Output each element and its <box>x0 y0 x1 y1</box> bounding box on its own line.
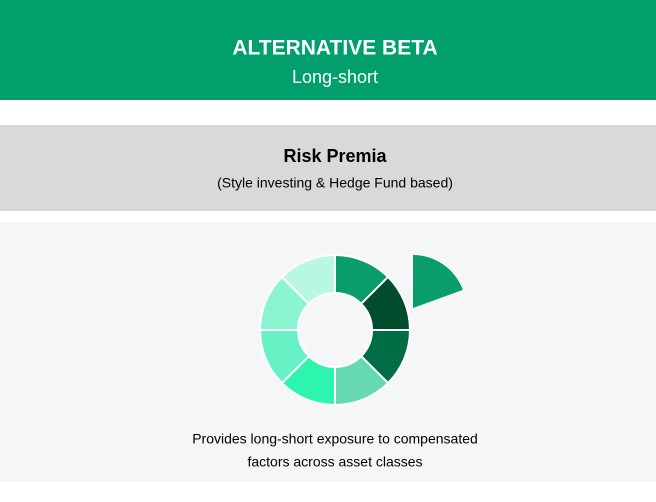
donut-segment <box>280 253 336 306</box>
exploded-segment <box>413 255 463 308</box>
section-title: Risk Premia <box>283 146 387 166</box>
section-subtitle: (Style investing & Hedge Fund based) <box>217 175 453 191</box>
description-line: Provides long-short exposure to compensa… <box>192 431 478 447</box>
donut <box>258 253 463 407</box>
section-band <box>0 125 656 211</box>
header-subtitle: Long-short <box>292 67 378 87</box>
header-title: ALTERNATIVE BETA <box>232 37 437 60</box>
description-line: factors across asset classes <box>247 454 422 470</box>
header-band <box>0 0 656 100</box>
